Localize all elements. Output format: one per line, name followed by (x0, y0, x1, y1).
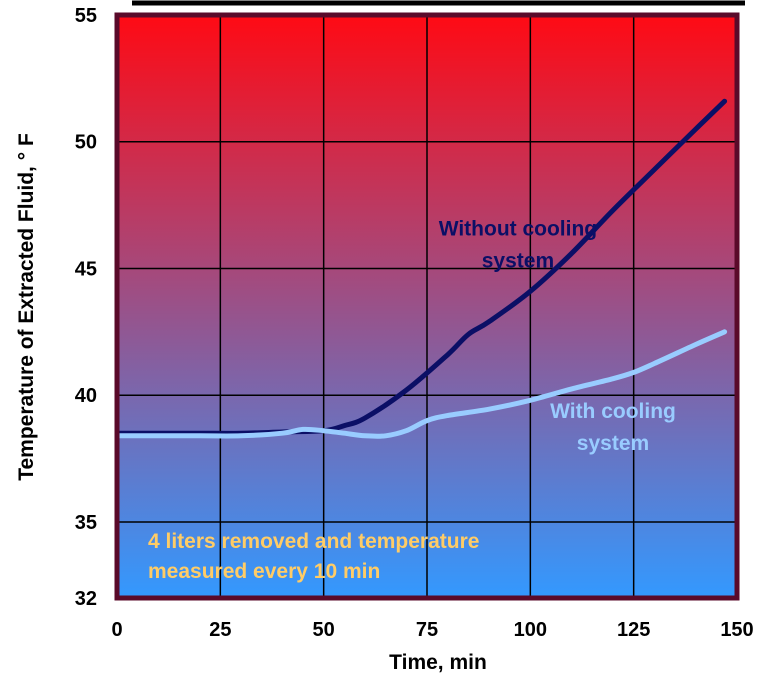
x-tick-label: 50 (313, 619, 335, 641)
y-tick-label: 40 (75, 385, 97, 407)
y-axis-label: Temperature of Extracted Fluid, ° F (15, 133, 38, 481)
x-tick-label: 100 (514, 619, 547, 641)
x-tick-label: 125 (617, 619, 650, 641)
series-label-without-cooling: system (482, 250, 554, 273)
annotation-line: 4 liters removed and temperature (148, 530, 479, 553)
y-tick-label: 32 (75, 588, 97, 610)
x-tick-label: 25 (209, 619, 231, 641)
y-tick-label: 50 (75, 132, 97, 154)
x-tick-label: 150 (720, 619, 753, 641)
annotation-note: 4 liters removed and temperature measured… (148, 530, 479, 583)
y-tick-label: 45 (75, 258, 97, 280)
series-label-with-cooling: system (577, 432, 649, 455)
annotation-line: measured every 10 min (148, 560, 380, 583)
series-label-without-cooling: Without cooling (439, 218, 597, 241)
series-label-with-cooling: With cooling (550, 400, 676, 423)
plot-frame (114, 12, 740, 601)
y-tick-label: 55 (75, 5, 97, 27)
grid-lines (117, 15, 737, 598)
series-line-with-cooling (117, 329, 728, 439)
x-axis-label: Time, min (389, 651, 487, 674)
y-tick-label: 35 (75, 512, 97, 534)
series-line-without-cooling (117, 98, 728, 436)
x-tick-label: 75 (416, 619, 438, 641)
x-tick-label: 0 (111, 619, 122, 641)
